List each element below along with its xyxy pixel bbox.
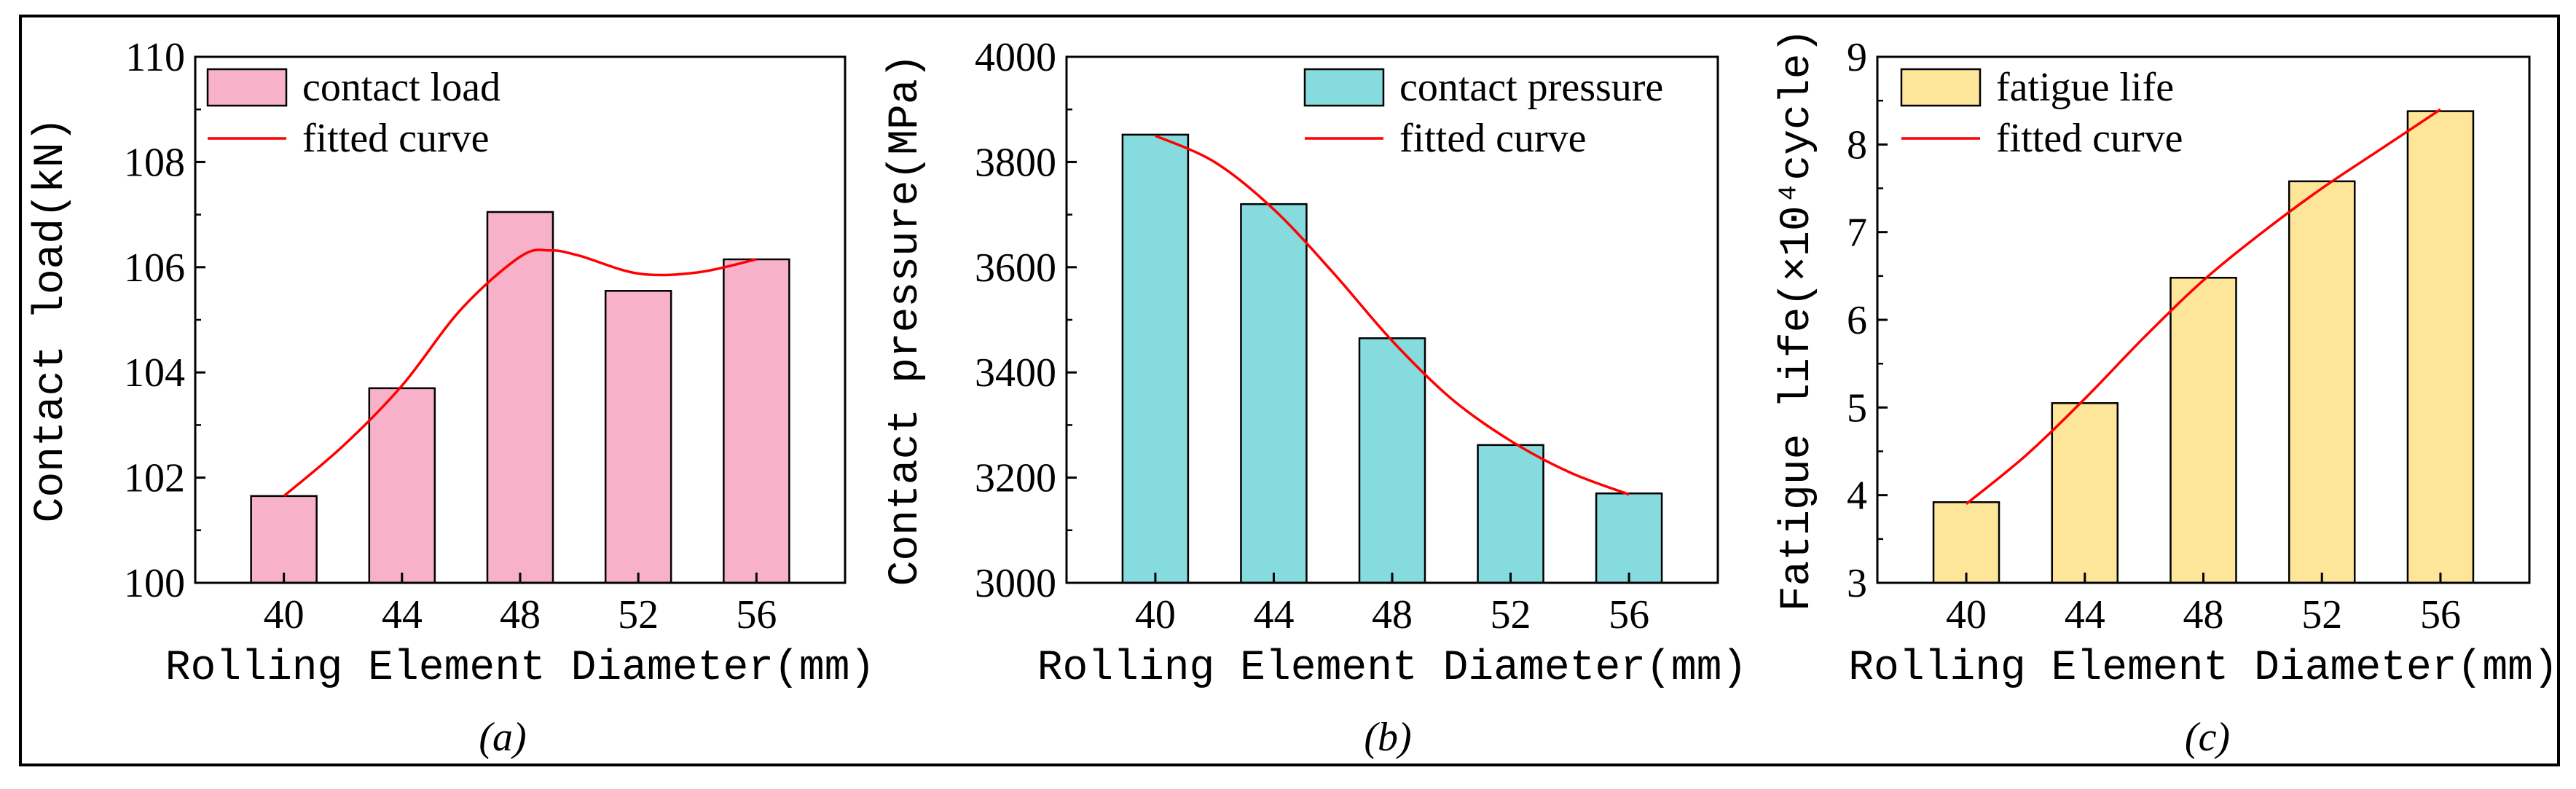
figure-frame [19, 15, 2560, 766]
x-tick-label: 48 [500, 592, 541, 637]
bar-56 [2406, 110, 2475, 584]
x-tick-label: 40 [264, 592, 305, 637]
fitted-curve-line [1965, 108, 2441, 506]
bar-44 [2051, 402, 2119, 584]
fitted-curve-line [283, 248, 757, 498]
y-tick-label: 4 [1847, 474, 1867, 519]
x-axis-title: Rolling Element Diameter(mm) [1848, 645, 2559, 692]
legend-label-line: fitted curve [1399, 116, 1587, 161]
x-tick-label: 52 [1491, 592, 1531, 637]
x-tick-label: 52 [2301, 592, 2342, 637]
y-tick-label: 3800 [975, 140, 1056, 185]
bar-52 [604, 290, 672, 584]
bar-44 [1240, 203, 1308, 584]
legend-swatch-bar [206, 68, 288, 107]
x-tick-label: 40 [1135, 592, 1176, 637]
y-axis-title: Contact pressure(MPa) [882, 54, 930, 586]
x-tick-label: 44 [2065, 592, 2105, 637]
x-tick-label: 48 [2183, 592, 2224, 637]
y-tick-label: 3200 [975, 456, 1056, 501]
x-tick-label: 56 [2420, 592, 2461, 637]
y-tick-label: 4000 [975, 35, 1056, 80]
y-tick-label: 5 [1847, 385, 1867, 431]
bar-40 [1121, 133, 1190, 584]
y-tick-label: 3600 [975, 246, 1056, 291]
y-tick-label: 100 [124, 561, 185, 606]
y-axis-title: Contact load(kN) [28, 117, 75, 523]
bar-40 [250, 495, 318, 584]
bar-48 [1358, 337, 1426, 584]
panel-caption: (a) [479, 715, 526, 760]
y-tick-label: 104 [124, 350, 185, 396]
chart-panel-b: 3000 3200 3400 3600 3800 4000 40 44 48 52 56 Rollin… [882, 35, 1747, 760]
bar-44 [368, 387, 436, 584]
y-tick-label: 3400 [975, 350, 1056, 396]
y-tick-label: 9 [1847, 35, 1867, 80]
y-tick-label: 102 [124, 456, 185, 501]
x-tick-label: 44 [382, 592, 423, 637]
y-tick-label: 3 [1847, 561, 1867, 606]
x-tick-label: 44 [1253, 592, 1294, 637]
y-tick-label: 7 [1847, 211, 1867, 256]
panel-caption: (c) [2185, 715, 2230, 760]
y-tick-label: 3000 [975, 561, 1056, 606]
x-axis-title: Rolling Element Diameter(mm) [1037, 645, 1748, 692]
legend-label-bar: contact load [302, 65, 500, 110]
bar-56 [1595, 492, 1663, 584]
y-axis-title: Fatigue life(×10⁴cycle) [1774, 28, 1821, 612]
legend-label-line: fitted curve [302, 116, 490, 161]
legend-swatch-bar [1303, 68, 1385, 107]
panel-caption: (b) [1364, 715, 1411, 760]
fitted-curve-line [1155, 134, 1630, 496]
legend-label-bar: contact pressure [1399, 65, 1663, 110]
legend-swatch-bar [1900, 68, 1982, 107]
y-tick-label: 108 [124, 140, 185, 185]
bar-40 [1932, 501, 2000, 584]
chart-panel-a: 100 102 104 106 108 110 40 44 48 52 56 Rolling Elem… [28, 35, 875, 760]
y-tick-label: 8 [1847, 122, 1867, 168]
legend-label-line: fitted curve [1996, 116, 2183, 161]
x-tick-label: 52 [618, 592, 659, 637]
bar-56 [723, 258, 790, 584]
x-tick-label: 56 [736, 592, 777, 637]
x-axis-title: Rolling Element Diameter(mm) [165, 645, 876, 692]
bar-48 [2169, 276, 2237, 584]
bar-52 [1477, 444, 1544, 584]
x-tick-label: 40 [1946, 592, 1987, 637]
y-tick-label: 110 [125, 35, 185, 80]
x-tick-label: 48 [1372, 592, 1413, 637]
x-tick-label: 56 [1609, 592, 1649, 637]
legend-label-bar: fatigue life [1996, 65, 2174, 110]
y-tick-label: 6 [1847, 298, 1867, 343]
bar-52 [2288, 180, 2356, 584]
y-tick-label: 106 [124, 246, 185, 291]
bar-48 [486, 211, 554, 584]
